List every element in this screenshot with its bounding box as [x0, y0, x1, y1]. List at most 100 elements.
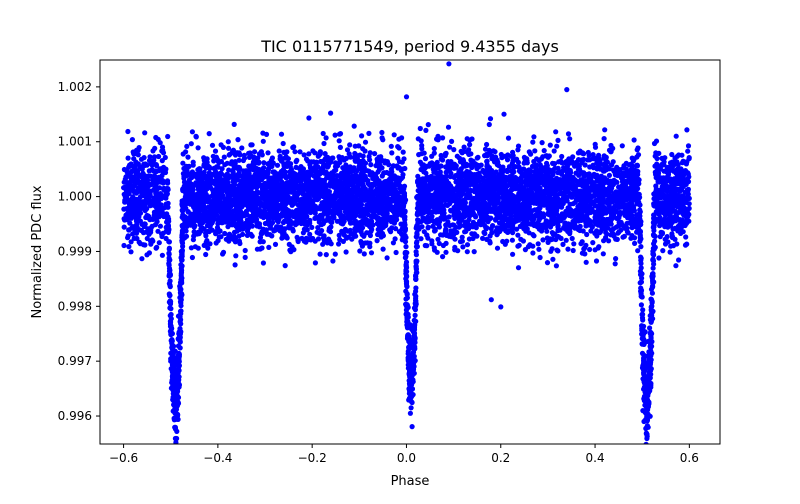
data-point — [367, 232, 373, 239]
data-point — [470, 235, 476, 242]
data-point — [125, 128, 131, 135]
data-point — [529, 163, 536, 169]
data-point — [390, 240, 396, 246]
data-point — [269, 155, 275, 161]
data-point — [287, 169, 293, 175]
data-point — [515, 159, 522, 165]
data-point — [345, 234, 351, 240]
data-point — [674, 241, 680, 247]
data-point — [330, 258, 336, 264]
data-point — [166, 245, 172, 251]
data-point — [448, 207, 454, 213]
data-point — [309, 224, 315, 230]
data-point — [257, 234, 264, 241]
data-point — [606, 172, 613, 178]
data-point — [347, 217, 353, 224]
data-point — [155, 228, 161, 234]
data-point — [508, 153, 514, 159]
data-point — [282, 169, 288, 175]
data-point — [459, 234, 465, 240]
data-point — [304, 227, 310, 233]
data-point — [459, 238, 465, 244]
data-point — [195, 196, 201, 202]
data-point — [577, 227, 583, 234]
data-point — [233, 253, 239, 259]
data-point — [480, 235, 486, 241]
data-point — [640, 307, 646, 313]
data-point — [555, 248, 561, 254]
data-point — [423, 127, 429, 133]
data-point — [399, 159, 405, 165]
data-point — [531, 134, 537, 140]
data-point — [662, 241, 669, 247]
data-point — [265, 161, 271, 167]
data-point — [397, 189, 403, 195]
data-point — [685, 206, 691, 212]
data-point — [156, 153, 162, 160]
data-point — [434, 159, 440, 165]
data-point — [139, 174, 145, 180]
data-point — [536, 246, 542, 252]
data-point — [461, 144, 467, 150]
data-point — [456, 169, 462, 175]
data-point — [654, 155, 660, 162]
data-point — [675, 228, 681, 234]
data-point — [601, 136, 607, 142]
data-point — [400, 149, 406, 155]
data-point — [278, 131, 285, 137]
data-point — [389, 169, 395, 175]
data-point — [191, 229, 197, 235]
data-point — [339, 155, 345, 161]
data-point — [587, 246, 593, 253]
data-point — [232, 262, 238, 268]
data-point — [515, 147, 521, 153]
data-point — [544, 160, 550, 166]
data-point — [540, 237, 546, 243]
data-point — [221, 154, 227, 160]
data-point — [686, 155, 692, 161]
data-point — [667, 160, 674, 166]
data-point — [216, 159, 222, 166]
data-point — [274, 162, 281, 168]
data-point — [613, 224, 620, 230]
data-point — [582, 162, 588, 168]
data-point — [157, 223, 163, 229]
data-point — [150, 148, 156, 154]
data-point — [252, 149, 258, 155]
data-points — [121, 61, 692, 444]
data-point — [464, 249, 470, 255]
data-point — [466, 147, 472, 153]
data-point — [634, 147, 640, 153]
data-point — [260, 138, 266, 144]
data-point — [307, 231, 313, 237]
data-point — [359, 133, 365, 139]
data-point — [652, 163, 658, 169]
data-point — [336, 138, 342, 144]
data-point — [539, 140, 545, 146]
data-point — [203, 251, 209, 258]
data-point — [323, 135, 329, 141]
data-point — [398, 221, 404, 227]
data-point — [226, 152, 232, 158]
data-point — [276, 148, 282, 154]
data-point — [547, 142, 553, 148]
data-point — [554, 143, 560, 149]
data-point — [259, 245, 265, 251]
data-point — [359, 213, 365, 219]
data-point — [337, 236, 343, 243]
data-point — [684, 127, 690, 133]
data-point — [541, 148, 547, 154]
data-point — [189, 254, 195, 261]
data-point — [301, 152, 307, 158]
data-point — [151, 154, 158, 160]
data-point — [297, 166, 303, 172]
data-point — [370, 175, 376, 182]
data-point — [164, 178, 171, 184]
data-point — [670, 168, 677, 174]
data-point — [488, 199, 494, 205]
data-point — [515, 232, 521, 238]
data-point — [238, 202, 244, 208]
data-point — [390, 176, 396, 182]
data-point — [258, 149, 264, 155]
